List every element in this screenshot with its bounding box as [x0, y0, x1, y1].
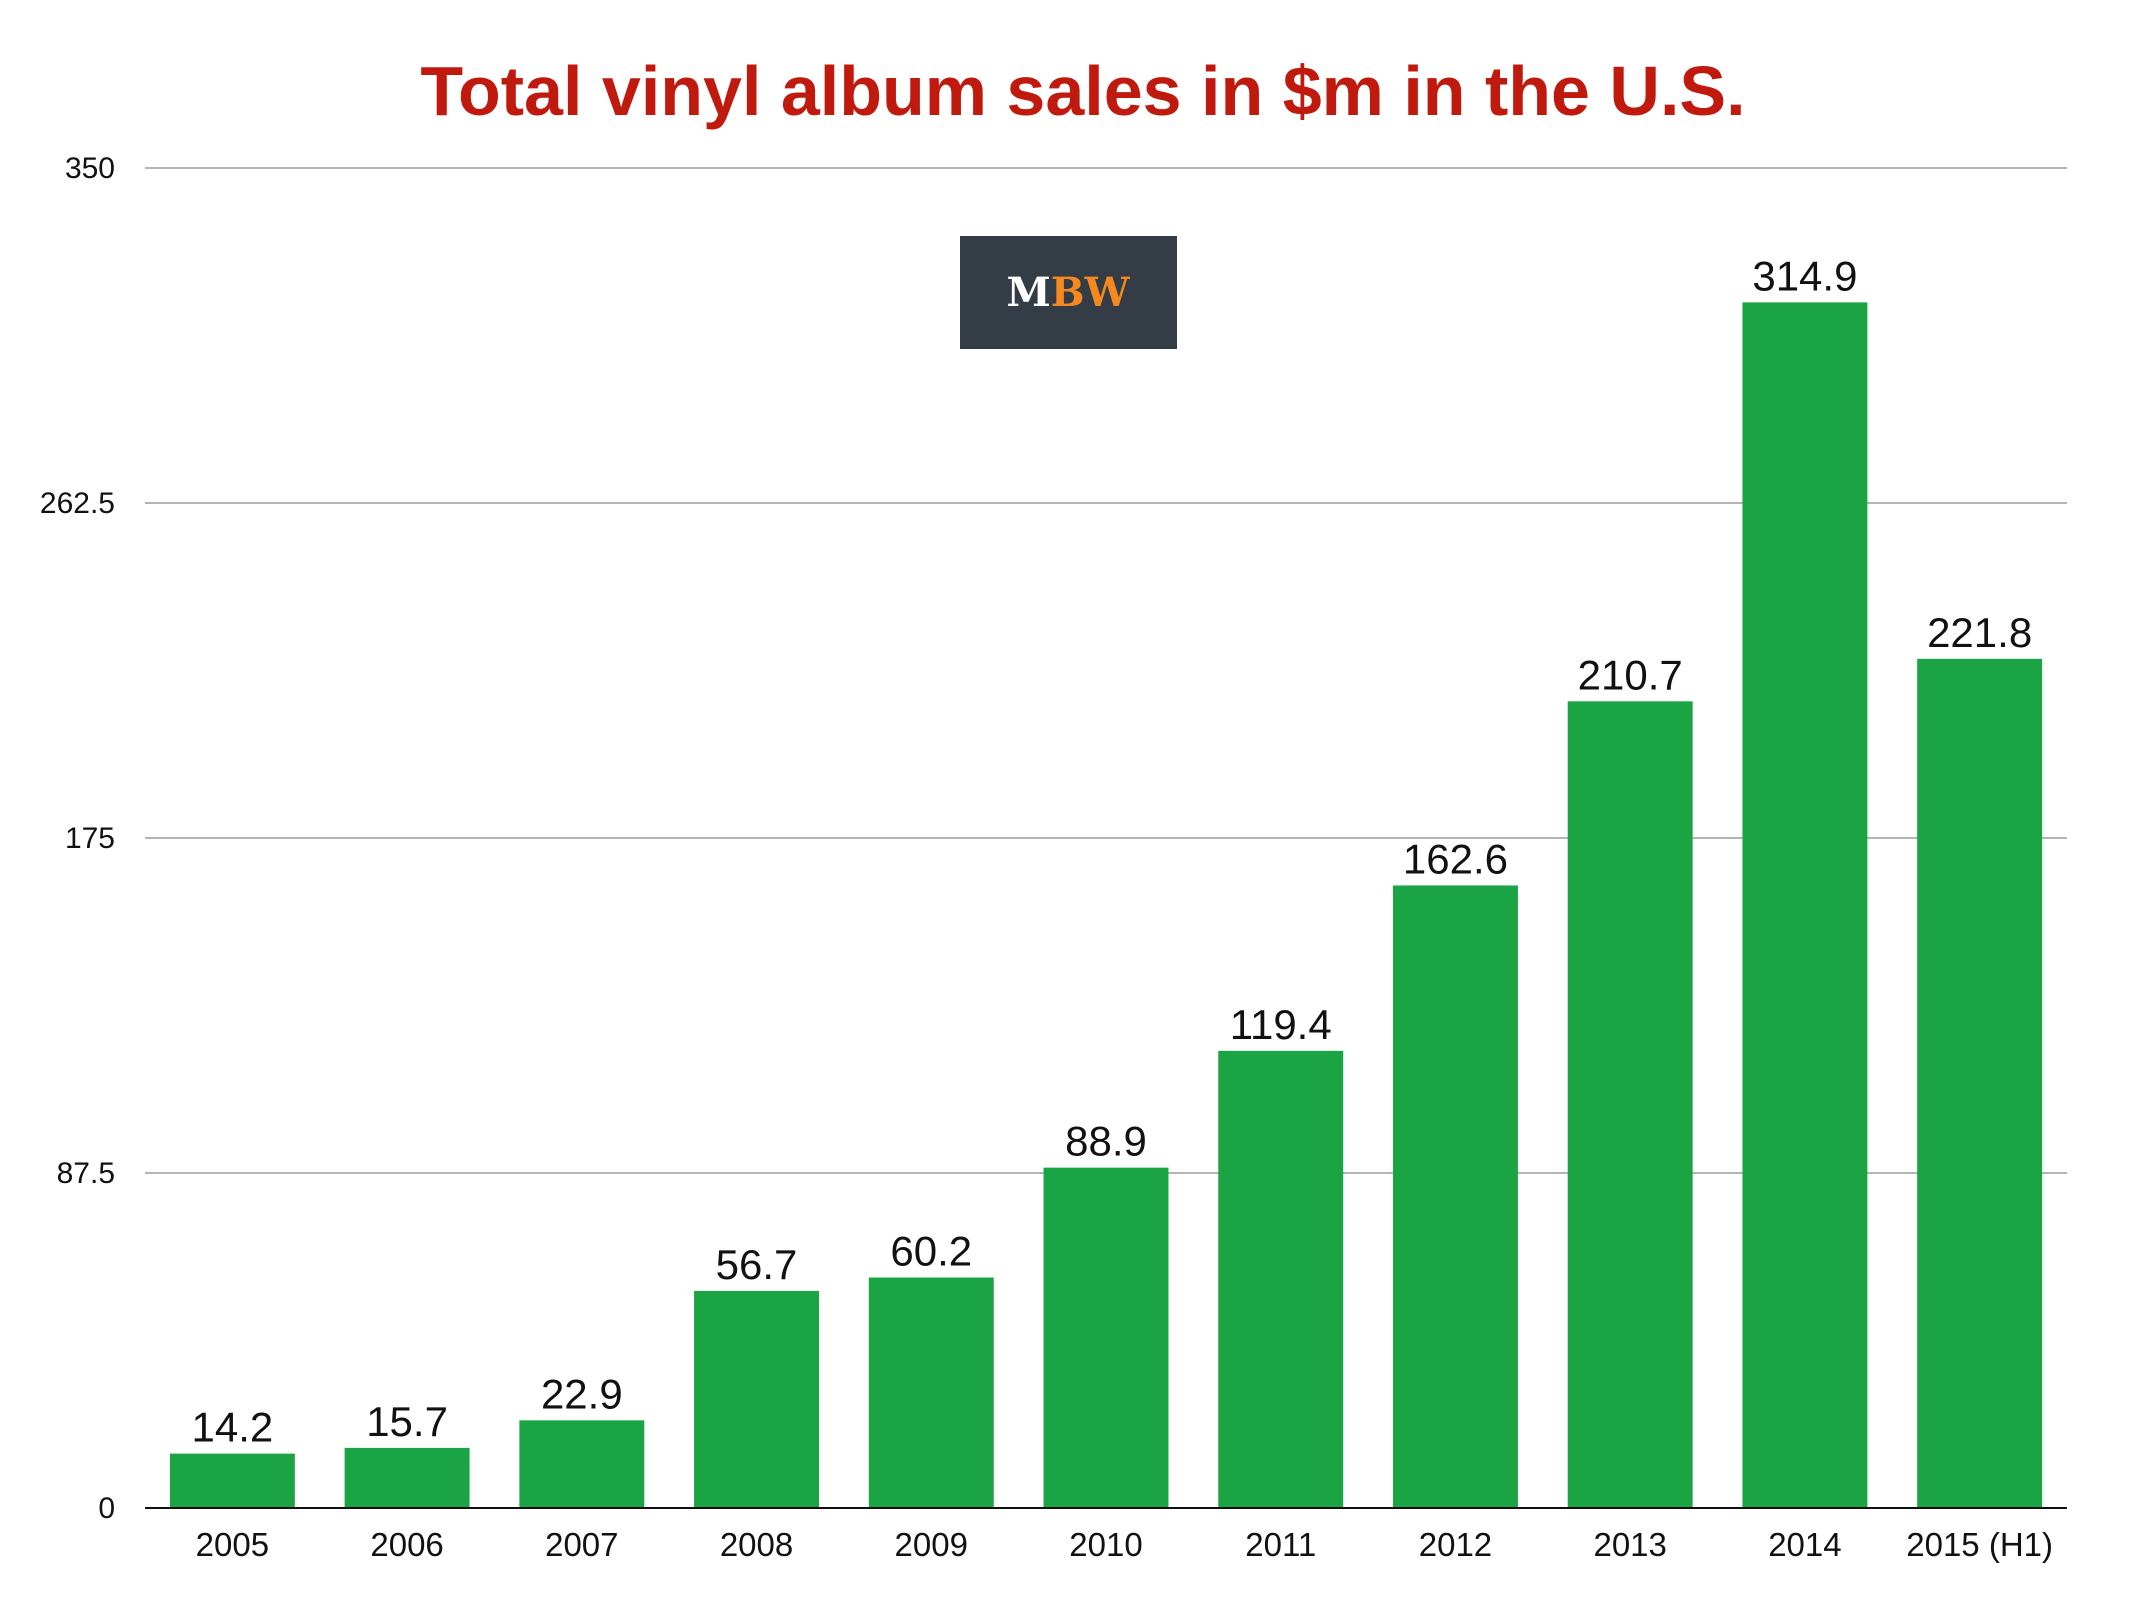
logo-letter-b: B — [1051, 269, 1085, 316]
y-tick-label: 0 — [98, 1492, 115, 1525]
bars — [169, 302, 2043, 1509]
x-tick-label: 2009 — [895, 1526, 968, 1563]
data-label: 88.9 — [1065, 1118, 1147, 1165]
logo-letter-w: W — [1084, 269, 1131, 316]
logo-wordmark: MBW — [1006, 269, 1130, 316]
data-labels: 14.2 15.7 22.9 56.7 60.2 88.9 119.4 162.6 210.7 3… — [191, 252, 2032, 1450]
data-label: 210.7 — [1578, 651, 1683, 698]
mbw-logo: MBW — [960, 236, 1177, 349]
data-label: 221.8 — [1927, 609, 2032, 656]
x-tick-label: 2011 — [1245, 1526, 1316, 1563]
logo-letter-m: M — [1006, 269, 1050, 316]
y-tick-label: 262.5 — [40, 487, 115, 520]
x-tick-label: 2008 — [720, 1526, 793, 1563]
x-axis-ticks: 2005 2006 2007 2008 2009 2010 2011 2012 2013 2014… — [196, 1526, 2053, 1563]
x-tick-label: 2007 — [545, 1526, 618, 1563]
x-tick-label: 2010 — [1069, 1526, 1142, 1563]
bar-2006 — [344, 1447, 470, 1508]
x-tick-label: 2014 — [1768, 1526, 1841, 1563]
bar-2012 — [1392, 885, 1518, 1508]
x-tick-label: 2015 (H1) — [1906, 1526, 2053, 1563]
x-tick-label: 2006 — [370, 1526, 443, 1563]
data-label: 56.7 — [716, 1241, 798, 1288]
logo-background — [960, 236, 1177, 349]
data-label: 119.4 — [1230, 1001, 1332, 1048]
bar-2011 — [1218, 1050, 1344, 1508]
data-label: 15.7 — [366, 1398, 448, 1445]
y-tick-label: 350 — [65, 152, 115, 185]
y-tick-label: 175 — [65, 822, 115, 855]
y-axis-ticks: 0 87.5 175 262.5 350 — [40, 152, 115, 1525]
bar-2009 — [868, 1277, 994, 1508]
bar-2014 — [1742, 302, 1868, 1509]
data-label: 60.2 — [890, 1228, 972, 1275]
chart-title: Total vinyl album sales in $m in the U.S… — [420, 52, 1745, 130]
y-tick-label: 87.5 — [57, 1157, 115, 1190]
bar-2008 — [694, 1290, 820, 1508]
bar-2005 — [169, 1453, 295, 1508]
data-label: 22.9 — [541, 1370, 623, 1417]
bar-2015-h1- — [1917, 658, 2043, 1508]
data-label: 162.6 — [1403, 835, 1508, 882]
bar-2007 — [519, 1420, 645, 1508]
x-tick-label: 2012 — [1419, 1526, 1492, 1563]
x-tick-label: 2005 — [196, 1526, 269, 1563]
data-label: 14.2 — [191, 1404, 273, 1451]
data-label: 314.9 — [1752, 252, 1857, 299]
x-tick-label: 2013 — [1593, 1526, 1666, 1563]
bar-2013 — [1567, 701, 1693, 1508]
bar-2010 — [1043, 1167, 1169, 1508]
